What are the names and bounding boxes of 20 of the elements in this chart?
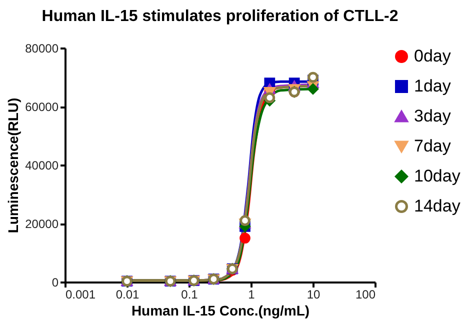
x-tick-label: 0.01	[116, 288, 140, 302]
legend-label: 14day	[414, 196, 461, 216]
legend-label: 1day	[414, 76, 452, 96]
y-tick-label: 60000	[25, 100, 59, 114]
x-tick-label: 1	[248, 288, 256, 302]
legend-label: 10day	[414, 166, 461, 186]
legend-label: 7day	[414, 136, 452, 156]
y-tick-label: 40000	[25, 158, 59, 172]
y-axis-title: Luminescence(RLU)	[5, 98, 22, 234]
y-tick-label: 0	[52, 276, 59, 290]
legend-label: 3day	[414, 106, 452, 126]
y-tick-label: 20000	[25, 217, 59, 231]
x-tick-label: 100	[355, 288, 376, 302]
chart-title: Human IL-15 stimulates proliferation of CTLL-2	[42, 8, 398, 25]
x-axis-title: Human IL-15 Conc.(ng/mL)	[131, 302, 310, 318]
x-tick-label: 0.001	[66, 288, 96, 302]
legend-label: 0day	[414, 46, 452, 66]
y-tick-label: 80000	[25, 42, 59, 56]
x-tick-label: 10	[306, 288, 320, 302]
x-tick-label: 0.1	[181, 288, 198, 302]
